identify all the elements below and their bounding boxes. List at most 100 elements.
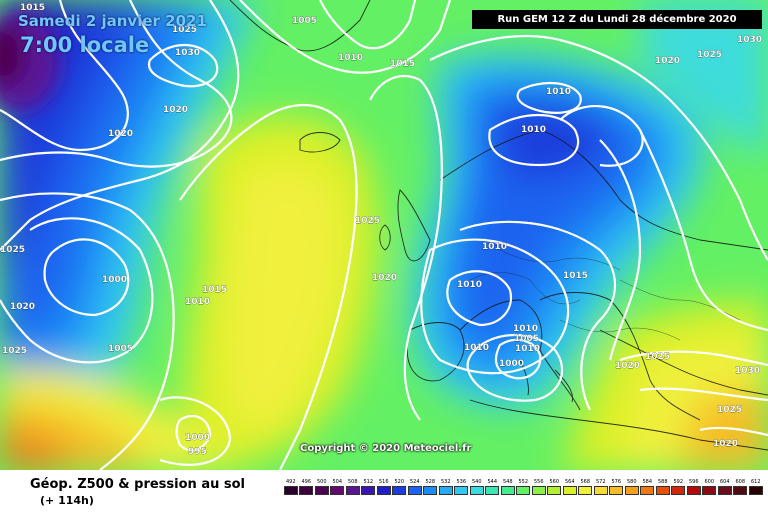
legend-label: 520 xyxy=(394,479,405,485)
isobar-label: 1010 xyxy=(515,344,540,354)
isobars xyxy=(0,0,768,470)
legend-label: 608 xyxy=(735,479,746,485)
isobar-label: 1010 xyxy=(464,343,489,353)
legend-swatch: 596 xyxy=(686,479,702,495)
legend-label: 504 xyxy=(332,479,343,485)
legend-label: 564 xyxy=(564,479,575,485)
legend-swatch: 524 xyxy=(407,479,423,495)
model-run-banner: Run GEM 12 Z du Lundi 28 décembre 2020 xyxy=(472,10,762,29)
isobar-label: 1010 xyxy=(513,324,538,334)
isobar-label: 1000 xyxy=(102,275,127,285)
legend-color xyxy=(376,486,391,495)
isobar-label: 1010 xyxy=(185,297,210,307)
legend-color xyxy=(392,486,407,495)
legend-swatch: 544 xyxy=(485,479,501,495)
legend-label: 612 xyxy=(750,479,761,485)
legend-color xyxy=(423,486,438,495)
legend-swatch: 496 xyxy=(299,479,315,495)
isobar-label: 1020 xyxy=(655,56,680,66)
legend-swatch: 504 xyxy=(330,479,346,495)
legend-label: 588 xyxy=(657,479,668,485)
isobar-label: 1000 xyxy=(499,359,524,369)
isobar-label: 1025 xyxy=(697,50,722,60)
isobar-label: 1025 xyxy=(0,245,25,255)
legend-swatch: 600 xyxy=(702,479,718,495)
legend-label: 568 xyxy=(580,479,591,485)
forecast-time: 7:00 locale xyxy=(20,33,150,57)
isobar-label: 1000 xyxy=(185,433,210,443)
isobar-label: 1015 xyxy=(202,285,227,295)
isobar-label: 1015 xyxy=(390,59,415,69)
legend-swatch: 568 xyxy=(578,479,594,495)
legend-color xyxy=(407,486,422,495)
isobar-label: 1005 xyxy=(514,334,539,344)
legend-label: 496 xyxy=(301,479,312,485)
legend-label: 572 xyxy=(595,479,606,485)
isobar-label: 1030 xyxy=(175,48,200,58)
legend-color xyxy=(438,486,453,495)
legend-label: 552 xyxy=(518,479,529,485)
isobar-label: 1010 xyxy=(482,242,507,252)
legend-color xyxy=(748,486,763,495)
legend-color xyxy=(609,486,624,495)
isobar-label: 1020 xyxy=(108,129,133,139)
weather-map: 1015 1025 1030 1020 1020 1005 1010 1015 … xyxy=(0,0,768,470)
legend-swatch: 512 xyxy=(361,479,377,495)
legend-label: 512 xyxy=(363,479,374,485)
legend-label: 524 xyxy=(409,479,420,485)
legend-color xyxy=(531,486,546,495)
legend-swatch: 604 xyxy=(717,479,733,495)
legend-swatch: 612 xyxy=(748,479,764,495)
legend-swatch: 536 xyxy=(454,479,470,495)
legend-label: 516 xyxy=(378,479,389,485)
color-scale-legend: 492 496 500 504 508 512 516 520 524 528 532 536 540 5… xyxy=(283,479,764,495)
legend-color xyxy=(485,486,500,495)
legend-label: 604 xyxy=(719,479,730,485)
legend-color xyxy=(733,486,748,495)
legend-color xyxy=(624,486,639,495)
legend-label: 556 xyxy=(533,479,544,485)
legend-swatch: 580 xyxy=(624,479,640,495)
isobar-label: 1030 xyxy=(735,366,760,376)
isobar-label: 1020 xyxy=(713,439,738,449)
map-title: Géop. Z500 & pression au sol xyxy=(30,477,245,492)
legend-swatch: 608 xyxy=(733,479,749,495)
legend-color xyxy=(283,486,298,495)
legend-swatch: 508 xyxy=(345,479,361,495)
legend-color xyxy=(314,486,329,495)
legend-swatch: 528 xyxy=(423,479,439,495)
legend-color xyxy=(702,486,717,495)
legend-color xyxy=(547,486,562,495)
legend-swatch: 560 xyxy=(547,479,563,495)
legend-swatch: 500 xyxy=(314,479,330,495)
legend-label: 532 xyxy=(440,479,451,485)
legend-color xyxy=(361,486,376,495)
legend-swatch: 592 xyxy=(671,479,687,495)
legend-swatch: 576 xyxy=(609,479,625,495)
isobar-label: 1020 xyxy=(615,361,640,371)
legend-swatch: 584 xyxy=(640,479,656,495)
legend-swatch: 540 xyxy=(469,479,485,495)
legend-label: 492 xyxy=(285,479,296,485)
isobar-label: 1010 xyxy=(457,280,482,290)
legend-swatch: 516 xyxy=(376,479,392,495)
geopotential-field: 1015 1025 1030 1020 1020 1005 1010 1015 … xyxy=(0,0,768,470)
legend-color xyxy=(578,486,593,495)
legend-label: 536 xyxy=(456,479,467,485)
legend-swatch: 588 xyxy=(655,479,671,495)
legend-swatch: 492 xyxy=(283,479,299,495)
legend-color xyxy=(345,486,360,495)
legend-label: 596 xyxy=(688,479,699,485)
isobar-label: 1015 xyxy=(563,271,588,281)
legend-label: 576 xyxy=(611,479,622,485)
legend-color xyxy=(516,486,531,495)
copyright-notice: Copyright © 2020 Meteociel.fr xyxy=(300,443,472,454)
legend-swatch: 572 xyxy=(593,479,609,495)
legend-label: 544 xyxy=(487,479,498,485)
isobar-label: 1015 xyxy=(20,3,45,13)
isobar-label: 1025 xyxy=(645,352,670,362)
legend-swatch: 548 xyxy=(500,479,516,495)
isobar-label: 995 xyxy=(188,447,207,457)
legend-label: 548 xyxy=(502,479,513,485)
legend-label: 508 xyxy=(347,479,358,485)
